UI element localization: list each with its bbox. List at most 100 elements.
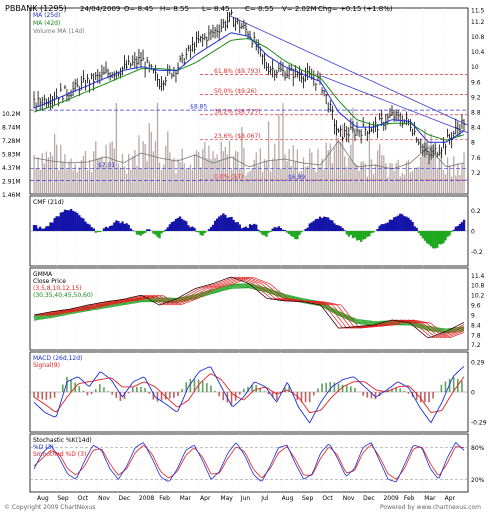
- volume-bar: [184, 163, 185, 193]
- volume-bar: [132, 156, 133, 193]
- cmf-bar: [163, 231, 165, 232]
- x-tick-label: Feb: [159, 495, 170, 502]
- volume-tick-label: 8.74M: [2, 125, 21, 132]
- macd-histogram-bar: [115, 392, 117, 398]
- macd-histogram-bar: [334, 382, 336, 392]
- price-tick-label: 10.8: [471, 34, 485, 41]
- volume-bar: [408, 160, 409, 193]
- cmf-bar: [263, 231, 265, 236]
- stoch-smoothed-line: [34, 445, 464, 479]
- macd-histogram-bar: [375, 392, 377, 399]
- volume-bar: [130, 170, 131, 193]
- volume-bar: [153, 151, 154, 193]
- legend-cmf: CMF (21d): [33, 199, 64, 206]
- cmf-bar: [117, 221, 119, 231]
- volume-bar: [206, 158, 207, 193]
- cmf-bar: [138, 231, 140, 235]
- cmf-bar: [86, 224, 88, 231]
- cmf-bar: [352, 231, 354, 238]
- cmf-bar: [335, 225, 337, 231]
- cmf-bar: [379, 226, 381, 231]
- cmf-bar: [296, 231, 298, 239]
- cmf-bar: [440, 231, 442, 244]
- price-tick-label: 9.2: [471, 94, 481, 101]
- volume-bar: [60, 145, 61, 193]
- x-tick-label: Jun: [240, 495, 251, 502]
- price-panel: 11.511.210.810.4109.69.28.88.487.67.210.…: [2, 8, 485, 200]
- price-tick-label: 11.5: [471, 8, 485, 15]
- volume-bar: [68, 162, 69, 193]
- macd-histogram-bar: [362, 392, 364, 396]
- cmf-bar: [56, 216, 58, 231]
- cmf-bar: [270, 231, 272, 232]
- macd-tick-label: 0.29: [471, 360, 485, 367]
- cmf-bar: [459, 224, 461, 231]
- cmf-bar: [387, 222, 389, 231]
- cmf-bar: [284, 230, 286, 231]
- cmf-bar: [428, 231, 430, 244]
- cmf-bar: [354, 231, 356, 238]
- macd-histogram-bar: [325, 383, 327, 392]
- volume-bar: [358, 171, 359, 193]
- cmf-bar: [70, 209, 72, 231]
- volume-bar: [447, 157, 448, 193]
- macd-histogram-bar: [222, 392, 224, 400]
- header-low: L= 8.45: [202, 5, 230, 13]
- cmf-bar: [276, 228, 278, 231]
- volume-bar: [289, 149, 290, 193]
- macd-histogram-bar: [210, 385, 212, 392]
- header-date: 24/04/2009: [80, 5, 120, 13]
- cmf-bar: [41, 229, 43, 231]
- cmf-bar: [311, 222, 313, 231]
- volume-bar: [70, 159, 71, 193]
- cmf-bar: [179, 216, 181, 231]
- cmf-bar: [337, 225, 339, 231]
- cmf-bar: [128, 225, 130, 231]
- cmf-bar: [218, 217, 220, 231]
- price-tick-label: 10: [471, 64, 479, 71]
- cmf-bar: [125, 223, 127, 231]
- volume-bar: [62, 162, 63, 193]
- stoch-k-line: [34, 443, 464, 482]
- macd-histogram-bar: [33, 392, 35, 397]
- cmf-bar: [327, 217, 329, 231]
- cmf-bar: [43, 228, 45, 231]
- volume-bar: [190, 164, 191, 193]
- cmf-bar: [249, 224, 251, 231]
- cmf-bar: [105, 227, 107, 231]
- cmf-bar: [315, 219, 317, 231]
- volume-bar: [373, 174, 374, 193]
- macd-histogram-bar: [342, 385, 344, 392]
- cmf-bar: [424, 231, 426, 241]
- volume-bar: [350, 145, 351, 193]
- cmf-bar: [364, 231, 366, 239]
- cmf-bar: [200, 231, 202, 235]
- cmf-bar: [362, 231, 364, 240]
- volume-bar: [278, 114, 279, 193]
- volume-bar: [138, 135, 139, 193]
- cmf-bar: [64, 210, 66, 231]
- macd-histogram-bar: [136, 387, 138, 392]
- cmf-bar: [167, 227, 169, 231]
- legend-gmma: GMMA: [33, 271, 53, 278]
- cmf-bar: [430, 231, 432, 246]
- cmf-bar: [399, 214, 401, 231]
- volume-bar: [163, 165, 164, 193]
- volume-bar: [182, 149, 183, 193]
- volume-bar: [348, 158, 349, 193]
- macd-histogram-bar: [231, 392, 233, 405]
- cmf-bar: [76, 213, 78, 231]
- macd-histogram-bar: [243, 389, 245, 392]
- macd-histogram-bar: [111, 392, 113, 395]
- macd-histogram-bar: [305, 392, 307, 402]
- cmf-bar: [411, 222, 413, 231]
- price-tick-label: 7.6: [471, 155, 481, 162]
- cmf-bar: [298, 231, 300, 235]
- cmf-bar: [62, 212, 64, 231]
- cmf-bar: [448, 231, 450, 236]
- cmf-bar: [97, 231, 99, 232]
- volume-bar: [377, 150, 378, 193]
- cmf-bar: [442, 231, 444, 243]
- header-open: O= 8.45: [124, 5, 153, 13]
- cmf-bar: [360, 231, 362, 242]
